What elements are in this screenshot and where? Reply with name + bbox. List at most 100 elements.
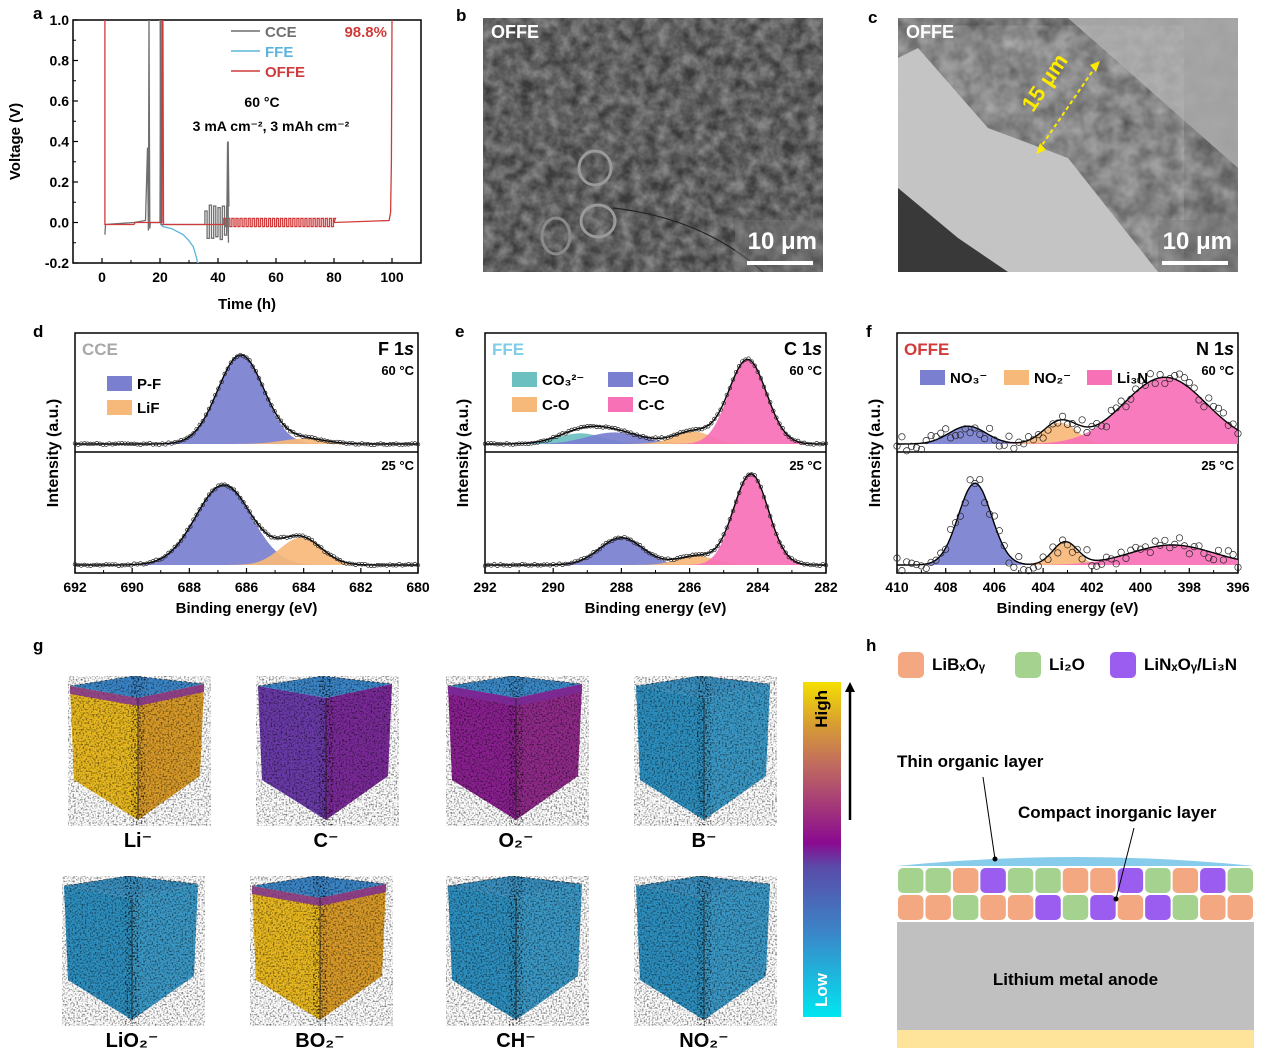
legend-label-li3n: Li₃N bbox=[1117, 370, 1148, 387]
inorganic-block-libxoy bbox=[898, 895, 923, 920]
tof-sims-cube bbox=[256, 676, 406, 826]
legend-swatch-no2 bbox=[1004, 370, 1029, 385]
cube-texture bbox=[132, 884, 198, 1020]
legend-label-offe: OFFE bbox=[265, 64, 305, 81]
schematic-drawing: Lithium metal anodeThin organic layerCom… bbox=[860, 640, 1269, 1052]
legend-swatch-lif bbox=[107, 400, 132, 415]
plot-frame bbox=[897, 333, 1238, 573]
tof-sims-cube bbox=[446, 676, 596, 826]
cube-texture bbox=[516, 884, 582, 1020]
tof-sims-cube bbox=[634, 676, 784, 826]
inorganic-block-linxoy bbox=[1090, 895, 1115, 920]
x-tick-label: 286 bbox=[678, 579, 702, 595]
inorganic-block-libxoy bbox=[953, 868, 978, 893]
cube-label: BO₂⁻ bbox=[260, 1028, 380, 1053]
data-point bbox=[1006, 433, 1012, 439]
tof-sims-cube bbox=[446, 876, 596, 1026]
legend-swatch-c-o bbox=[512, 397, 537, 412]
data-point bbox=[1118, 549, 1124, 555]
sem-sample-label: OFFE bbox=[906, 22, 954, 43]
inorganic-block-li2o bbox=[1173, 895, 1198, 920]
x-tick-label: 692 bbox=[63, 579, 87, 595]
data-point bbox=[1118, 398, 1124, 404]
data-point bbox=[1059, 413, 1065, 419]
x-axis-label: Binding energy (eV) bbox=[585, 600, 727, 617]
annotation-efficiency: 98.8% bbox=[344, 24, 387, 41]
thin-organic-label: Thin organic layer bbox=[897, 752, 1044, 771]
legend-swatch-c-double-o bbox=[608, 372, 633, 387]
data-point bbox=[899, 434, 905, 440]
x-tick-label: 20 bbox=[152, 269, 168, 285]
data-point bbox=[1025, 434, 1031, 440]
cube-label: C⁻ bbox=[266, 828, 386, 853]
y-tick-label: 0.2 bbox=[50, 174, 70, 190]
inorganic-block-li2o bbox=[953, 895, 978, 920]
x-tick-label: 682 bbox=[349, 579, 373, 595]
x-tick-label: 410 bbox=[885, 579, 909, 595]
cube-label: NO₂⁻ bbox=[644, 1028, 764, 1053]
temperature-label: 60 °C bbox=[1201, 363, 1234, 378]
xps-n1s-chart: 410 408 406 404 402 400 398 396Binding energy (… bbox=[860, 320, 1269, 630]
tof-sims-cube bbox=[68, 676, 218, 826]
data-point bbox=[1016, 553, 1022, 559]
x-tick-label: 60 bbox=[268, 269, 284, 285]
cube-texture bbox=[252, 886, 320, 1020]
inorganic-block-linxoy bbox=[980, 868, 1005, 893]
legend-swatch-p-f bbox=[107, 376, 132, 391]
cube-texture bbox=[704, 884, 770, 1020]
scale-bar bbox=[747, 261, 813, 265]
legend-label-c-o: C-O bbox=[542, 397, 570, 414]
sem-sample-label: OFFE bbox=[491, 22, 539, 43]
x-tick-label: 680 bbox=[406, 579, 430, 595]
data-point bbox=[1230, 551, 1236, 557]
tof-sims-cubes: Li⁻ C⁻ O₂⁻ B⁻ LiO₂⁻ BO₂⁻ CH⁻ NO₂⁻ bbox=[0, 640, 790, 1052]
data-point bbox=[1011, 445, 1017, 451]
x-axis-label: Time (h) bbox=[218, 296, 276, 313]
y-axis-label: Intensity (a.u.) bbox=[867, 399, 884, 507]
data-point bbox=[1206, 395, 1212, 401]
data-point bbox=[1157, 371, 1163, 377]
inorganic-block-li2o bbox=[898, 868, 923, 893]
cube-texture bbox=[636, 886, 704, 1020]
cube-label: O₂⁻ bbox=[456, 828, 576, 853]
data-point bbox=[943, 426, 949, 432]
cube-label: Li⁻ bbox=[78, 828, 198, 853]
temperature-label: 25 °C bbox=[789, 458, 822, 473]
data-point bbox=[1050, 544, 1056, 550]
cube-label: B⁻ bbox=[644, 828, 764, 853]
cube-label: LiO₂⁻ bbox=[72, 1028, 192, 1053]
x-tick-label: 100 bbox=[380, 269, 404, 285]
x-axis-label: Binding energy (eV) bbox=[176, 600, 318, 617]
x-tick-label: 408 bbox=[934, 579, 958, 595]
compact-inorganic-label: Compact inorganic layer bbox=[1018, 803, 1217, 822]
title-element: C 1 bbox=[784, 339, 812, 359]
xps-f1s-chart: 692 690 688 686 684 682 680Binding energy (eV)… bbox=[0, 320, 440, 630]
y-tick-label: 0.6 bbox=[50, 93, 70, 109]
x-tick-label: 402 bbox=[1080, 579, 1104, 595]
panel-label-c: c bbox=[868, 8, 877, 28]
pointer-dot bbox=[993, 857, 998, 862]
x-tick-label: 398 bbox=[1178, 579, 1202, 595]
sample-label: OFFE bbox=[904, 340, 949, 359]
core-level-title: F 1s bbox=[378, 339, 414, 359]
x-tick-label: 684 bbox=[292, 579, 316, 595]
temperature-label: 60 °C bbox=[789, 363, 822, 378]
sem-image-surface: OFFE 10 μm bbox=[483, 18, 823, 272]
y-tick-label: 0.0 bbox=[50, 215, 70, 231]
inorganic-block-li2o bbox=[1063, 895, 1088, 920]
inorganic-block-libxoy bbox=[1008, 895, 1033, 920]
xps-c1s-chart: 292 290 288 286 284 282Binding energy (eV)Int… bbox=[440, 320, 860, 630]
sample-label: CCE bbox=[82, 340, 118, 359]
legend-label-c-c: C-C bbox=[638, 397, 665, 414]
cube-texture bbox=[636, 686, 704, 820]
colorbar-high-label: High bbox=[812, 690, 832, 728]
data-point bbox=[1215, 547, 1221, 553]
y-tick-label: 0.8 bbox=[50, 53, 70, 69]
legend-label-co3: CO₃²⁻ bbox=[542, 372, 584, 389]
scale-bar-label: 10 μm bbox=[748, 228, 817, 256]
x-tick-label: 404 bbox=[1031, 579, 1055, 595]
tof-sims-cube bbox=[634, 876, 784, 1026]
cube-texture bbox=[320, 884, 386, 1020]
data-point bbox=[977, 476, 983, 482]
y-tick-label: -0.2 bbox=[45, 255, 69, 271]
